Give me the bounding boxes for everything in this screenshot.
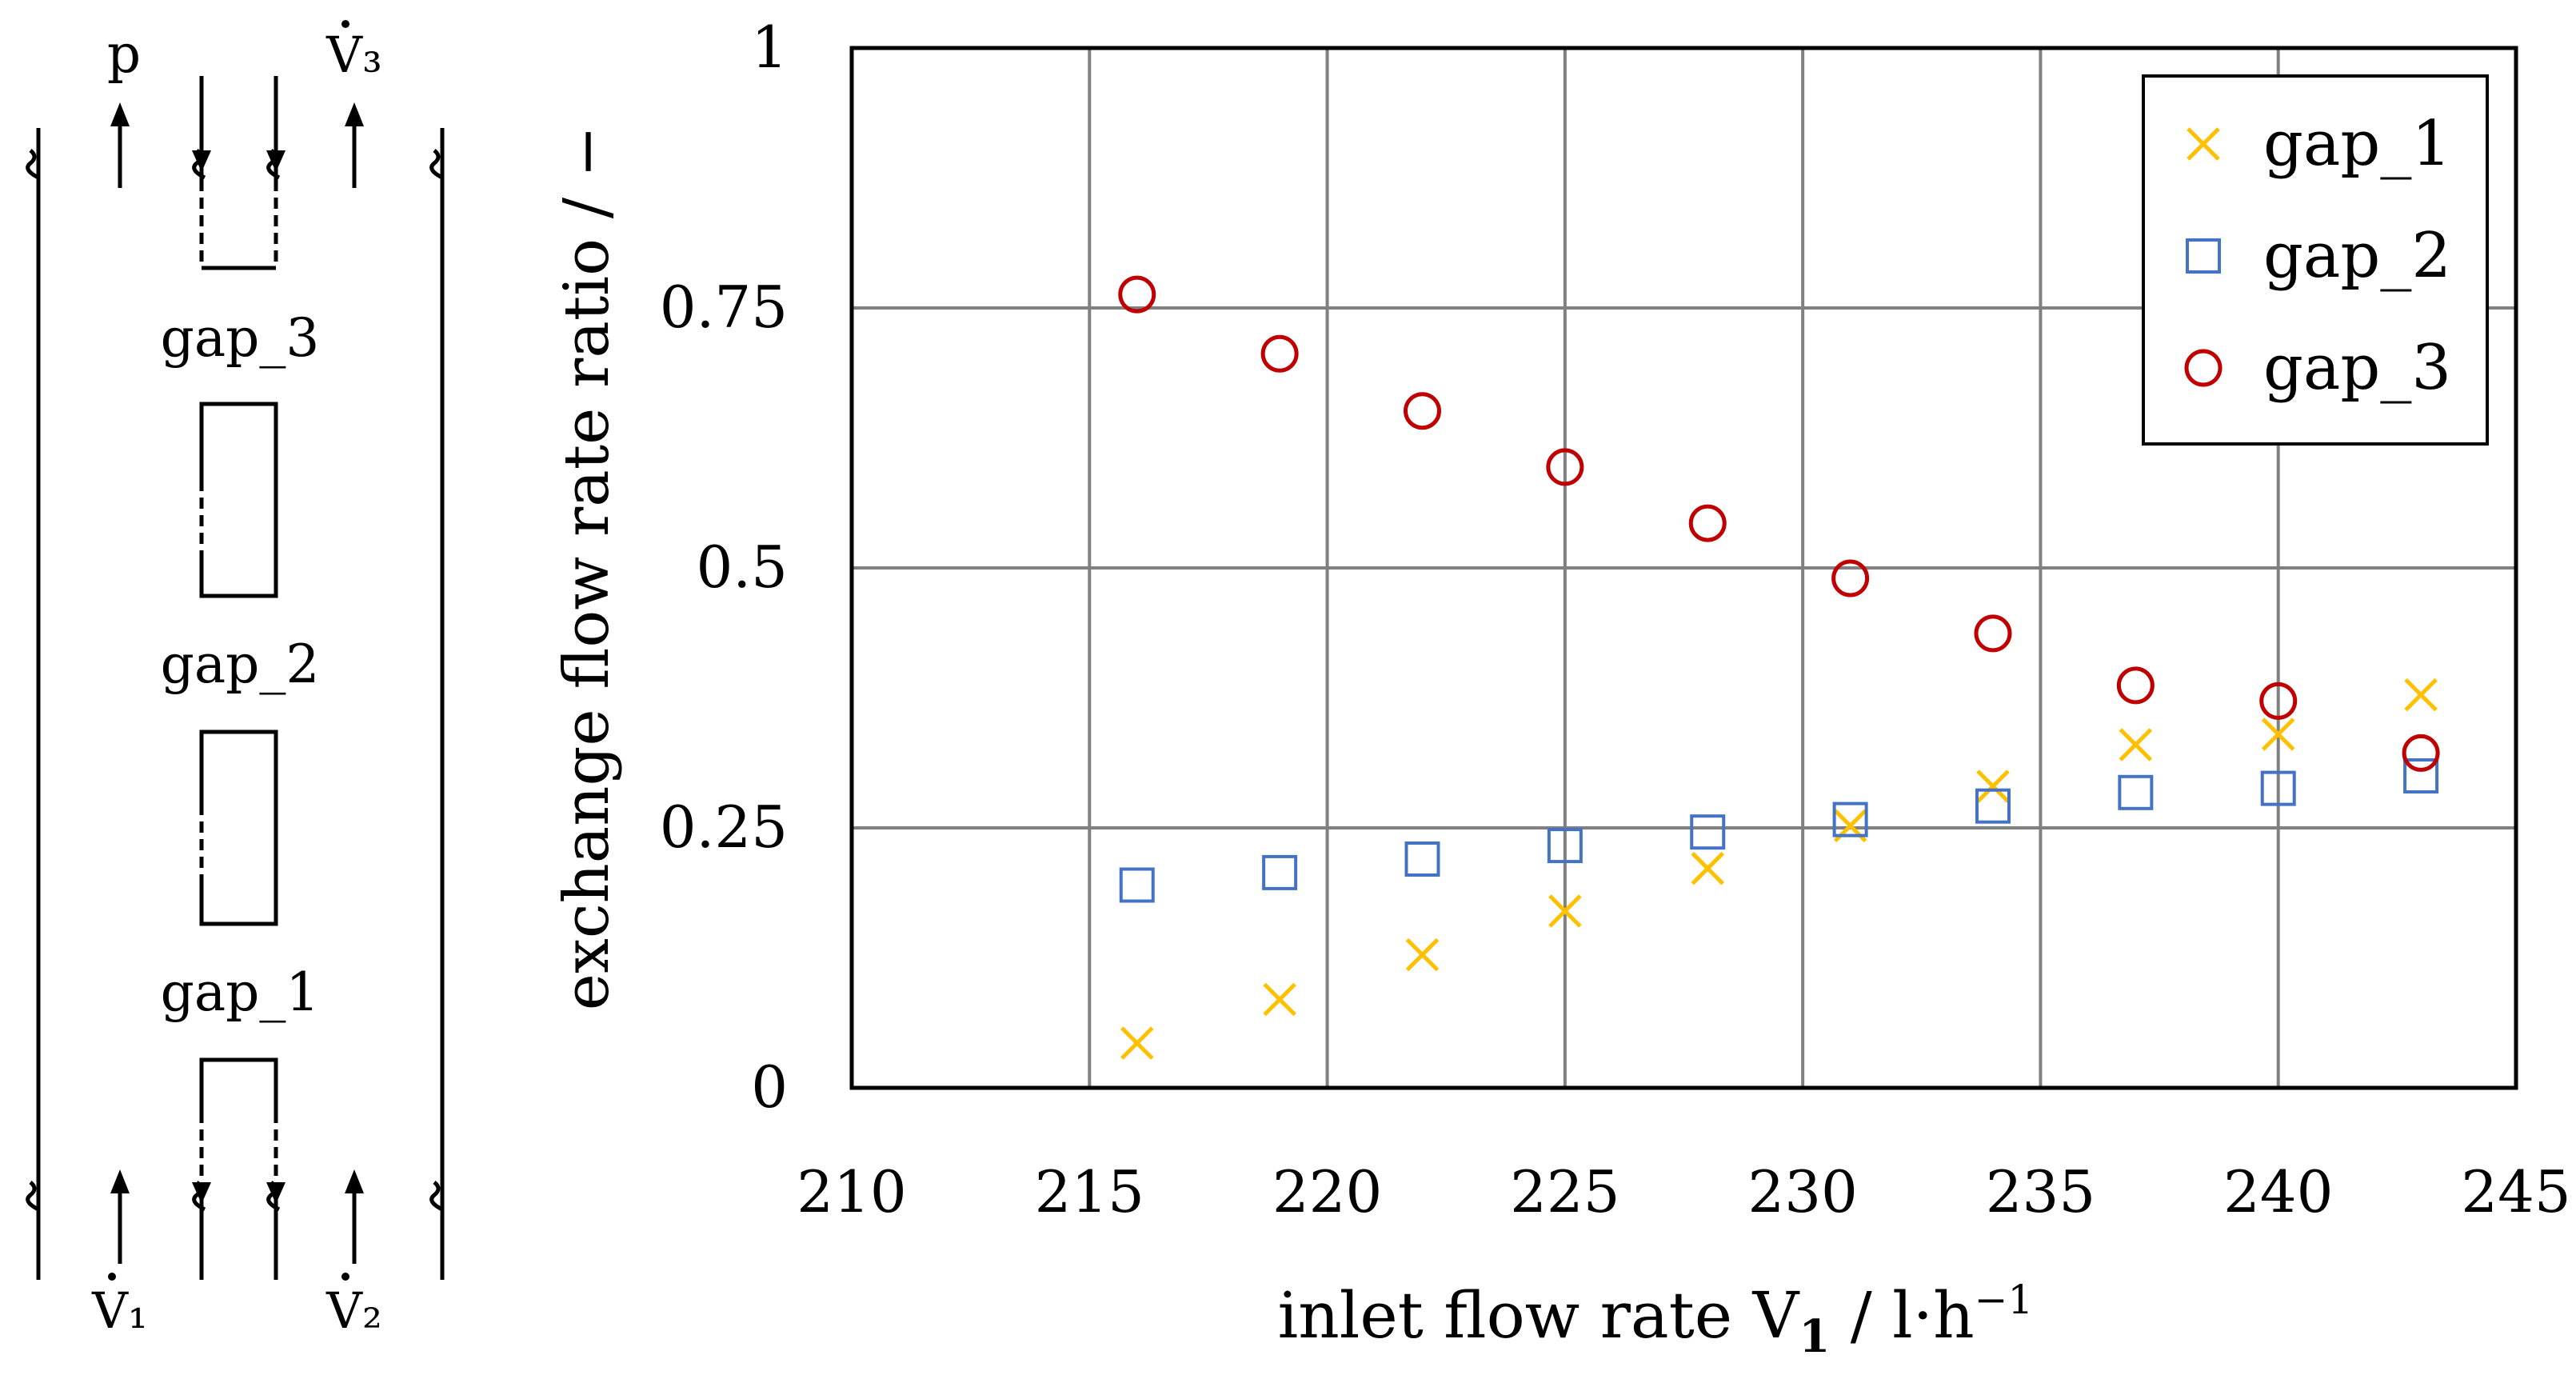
gap_3-legend-marker — [2184, 349, 2223, 387]
gap_2-point — [1690, 814, 1726, 850]
gap_2-point — [1547, 828, 1583, 864]
gap2-block — [199, 729, 278, 926]
gap2-label: gap_2 — [161, 634, 320, 695]
gap_2-point — [2403, 758, 2439, 793]
gap3-label: gap_3 — [161, 307, 320, 369]
x-tick-label: 230 — [1747, 1158, 1857, 1225]
gap_1-point — [1691, 851, 1724, 885]
gap_1-point — [1976, 769, 2010, 803]
grid — [852, 48, 2516, 1088]
gap_1-point — [2261, 717, 2295, 751]
legend: gap_1 gap_2 gap_3 — [2142, 74, 2489, 446]
gap3-block — [199, 402, 278, 598]
y-axis-label: exchange flow rate ratio / − — [551, 126, 623, 1011]
x-tick-label: 245 — [2461, 1158, 2570, 1225]
label-v2: V₂ — [325, 1281, 382, 1340]
x-axis-ticks: 210 215 220 225 230 235 240 245 — [797, 1158, 2570, 1225]
break-mark — [26, 149, 40, 180]
gap_1-point — [2119, 728, 2153, 761]
x-tick-label: 210 — [797, 1158, 906, 1225]
x-axis-label: inlet flow rate V1 / l·h−1 — [1278, 1277, 2034, 1363]
gap_1-point — [1405, 937, 1440, 972]
y-tick-label: 1 — [751, 14, 788, 81]
gap_1-legend-label: gap_1 — [2263, 108, 2451, 180]
gap1-block — [199, 1057, 278, 1112]
y-tick-label: 0.25 — [660, 793, 788, 861]
gap_1-point — [1548, 894, 1582, 928]
legend-box — [2142, 74, 2489, 446]
data-marks — [1118, 275, 2440, 1060]
y-tick-label: 0.75 — [660, 274, 788, 341]
gap_3-point — [1688, 504, 1727, 542]
gap_2-legend-label: gap_2 — [2263, 220, 2451, 292]
y-tick-label: 0 — [751, 1053, 788, 1121]
gap_1-legend-marker — [2187, 127, 2220, 161]
gap_2-point — [1404, 841, 1440, 877]
channel-schematic: p V₃ gap_3 gap_2 gap_1 V₁ V₂ — [26, 20, 445, 1340]
gap_2-point — [2118, 774, 2154, 810]
label-v3: V₃ — [325, 26, 382, 84]
gap_2-point — [1262, 854, 1298, 890]
x-tick-label: 240 — [2223, 1158, 2333, 1225]
gap_3-point — [1831, 559, 1870, 598]
gap_3-point — [1403, 392, 1441, 430]
gap_3-point — [1260, 334, 1299, 373]
gap_2-point — [1975, 788, 2011, 824]
gap_3-point — [2402, 733, 2440, 772]
gap_2-point — [2260, 770, 2296, 806]
gap_2-legend-marker — [2186, 238, 2221, 274]
gap1-label: gap_1 — [161, 961, 320, 1023]
gap_3-point — [2116, 666, 2155, 705]
label-v1: V₁ — [91, 1281, 148, 1340]
gap_1-point — [2404, 678, 2438, 712]
gap_1-point — [1120, 1026, 1154, 1060]
gap_2-point — [1119, 867, 1155, 903]
x-tick-label: 220 — [1272, 1158, 1382, 1225]
gap_2-point — [1832, 801, 1868, 837]
y-tick-label: 0.5 — [696, 534, 788, 601]
gap_3-point — [1546, 448, 1584, 486]
gap_1-point — [1833, 809, 1867, 843]
x-tick-label: 225 — [1510, 1158, 1619, 1225]
gap_3-legend-label: gap_3 — [2263, 332, 2451, 404]
gap_1-point — [1263, 982, 1296, 1017]
y-axis-ticks: 0 0.25 0.5 0.75 1 — [660, 14, 788, 1121]
gap_3-point — [1974, 614, 2012, 653]
gap_3-point — [1118, 275, 1156, 314]
label-p: p — [107, 23, 141, 85]
gap_3-point — [2259, 682, 2298, 720]
plot-frame — [849, 46, 2518, 1090]
x-tick-label: 215 — [1035, 1158, 1144, 1225]
x-tick-label: 235 — [1986, 1158, 2095, 1225]
